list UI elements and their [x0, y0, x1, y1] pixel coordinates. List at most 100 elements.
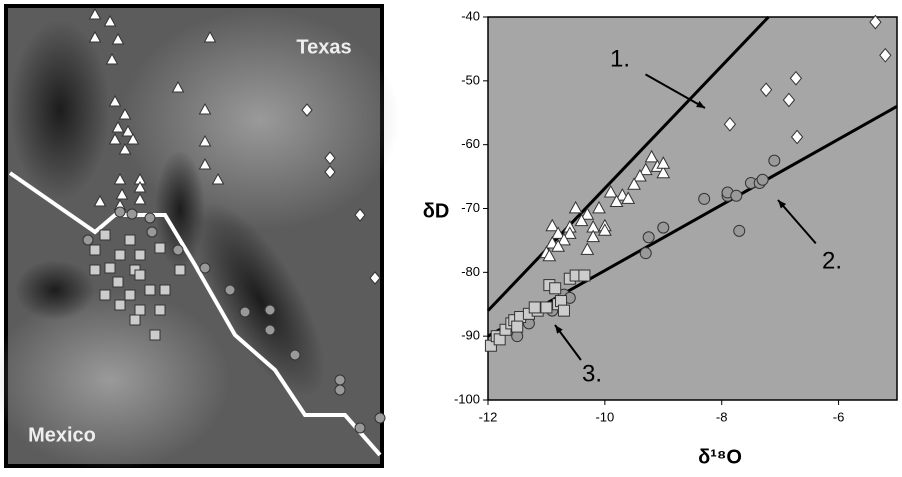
marker: [656, 156, 671, 169]
marker: [789, 70, 803, 86]
map-marker: [301, 103, 313, 117]
annotation-arrow: [777, 199, 817, 245]
map-marker: [324, 151, 336, 165]
map-marker: [211, 172, 225, 185]
map-marker: [354, 422, 366, 434]
y-tick-label: -80: [461, 264, 480, 279]
map-marker: [172, 244, 184, 256]
map-marker: [334, 384, 346, 396]
marker: [657, 221, 670, 234]
map-marker: [134, 304, 146, 316]
marker: [723, 116, 737, 132]
marker: [578, 269, 591, 282]
marker: [698, 192, 711, 205]
map-marker: [198, 102, 212, 115]
y-axis-label: δD: [423, 200, 450, 222]
arrow-head: [778, 200, 787, 209]
marker: [568, 200, 583, 214]
marker: [869, 14, 882, 30]
x-tick-label: -12: [479, 409, 498, 424]
marker: [557, 232, 571, 246]
marker: [528, 301, 541, 314]
marker: [592, 200, 606, 214]
marker: [580, 207, 595, 220]
map-marker: [126, 208, 138, 220]
map-marker: [88, 30, 102, 43]
map-marker: [124, 289, 136, 301]
map-marker: [99, 229, 111, 241]
map-marker: [115, 187, 129, 200]
map-marker: [114, 206, 126, 218]
marker: [633, 168, 647, 182]
map-texture: [155, 150, 205, 270]
marker: [549, 282, 562, 295]
map-marker: [199, 262, 211, 274]
y-tick-label: -90: [461, 328, 480, 343]
map-label: Texas: [296, 36, 351, 58]
annotation: 2.: [822, 247, 842, 274]
map-marker: [171, 80, 185, 93]
map-marker: [121, 124, 135, 137]
map-marker: [149, 329, 161, 341]
marker: [597, 223, 612, 236]
map-marker: [239, 306, 251, 318]
map-marker: [114, 249, 126, 261]
marker: [768, 154, 781, 167]
marker: [639, 247, 652, 260]
annotation: 1.: [610, 45, 630, 72]
marker: [511, 320, 524, 333]
map-marker: [111, 120, 125, 133]
map-marker: [264, 324, 276, 336]
marker: [656, 165, 671, 179]
annotation-arrow: [645, 73, 706, 109]
x-axis-label: δ¹⁸O: [698, 446, 742, 468]
marker: [609, 194, 624, 208]
marker: [603, 184, 618, 198]
map-marker: [146, 226, 158, 238]
y-tick-label: -60: [461, 136, 480, 151]
marker: [540, 301, 553, 314]
map-marker: [88, 7, 102, 20]
map-marker: [134, 249, 146, 261]
marker: [551, 226, 566, 239]
marker: [580, 242, 595, 255]
map-marker: [159, 284, 171, 296]
map-marker: [89, 264, 101, 276]
marker: [644, 149, 659, 163]
marker: [879, 47, 892, 63]
x-tick-label: -10: [595, 409, 614, 424]
map-marker: [111, 32, 125, 45]
marker: [642, 231, 655, 244]
map-marker: [374, 412, 386, 424]
map-marker: [198, 157, 212, 170]
map-marker: [133, 180, 147, 193]
map-marker: [133, 192, 147, 205]
map-marker: [289, 349, 301, 361]
marker: [621, 191, 636, 204]
map-texture: [10, 20, 110, 200]
map-marker: [264, 304, 276, 316]
marker: [756, 173, 769, 186]
map-texture: [0, 290, 230, 470]
plot-area: [487, 16, 898, 401]
y-tick-label: -40: [461, 8, 480, 23]
y-tick-label: -50: [461, 72, 480, 87]
map-marker: [144, 212, 156, 224]
marker: [782, 92, 796, 108]
map-marker: [154, 242, 166, 254]
marker: [730, 189, 743, 202]
map-marker: [89, 244, 101, 256]
map-marker: [82, 234, 94, 246]
map-marker: [105, 52, 119, 65]
y-tick-label: -100: [454, 391, 480, 406]
marker: [574, 213, 589, 227]
marker: [733, 224, 746, 237]
map-marker: [118, 142, 132, 155]
marker: [790, 129, 804, 145]
x-tick-label: -8: [716, 409, 728, 424]
map-marker: [124, 234, 136, 246]
marker: [586, 229, 601, 243]
map-marker: [108, 94, 122, 107]
map-marker: [114, 299, 126, 311]
